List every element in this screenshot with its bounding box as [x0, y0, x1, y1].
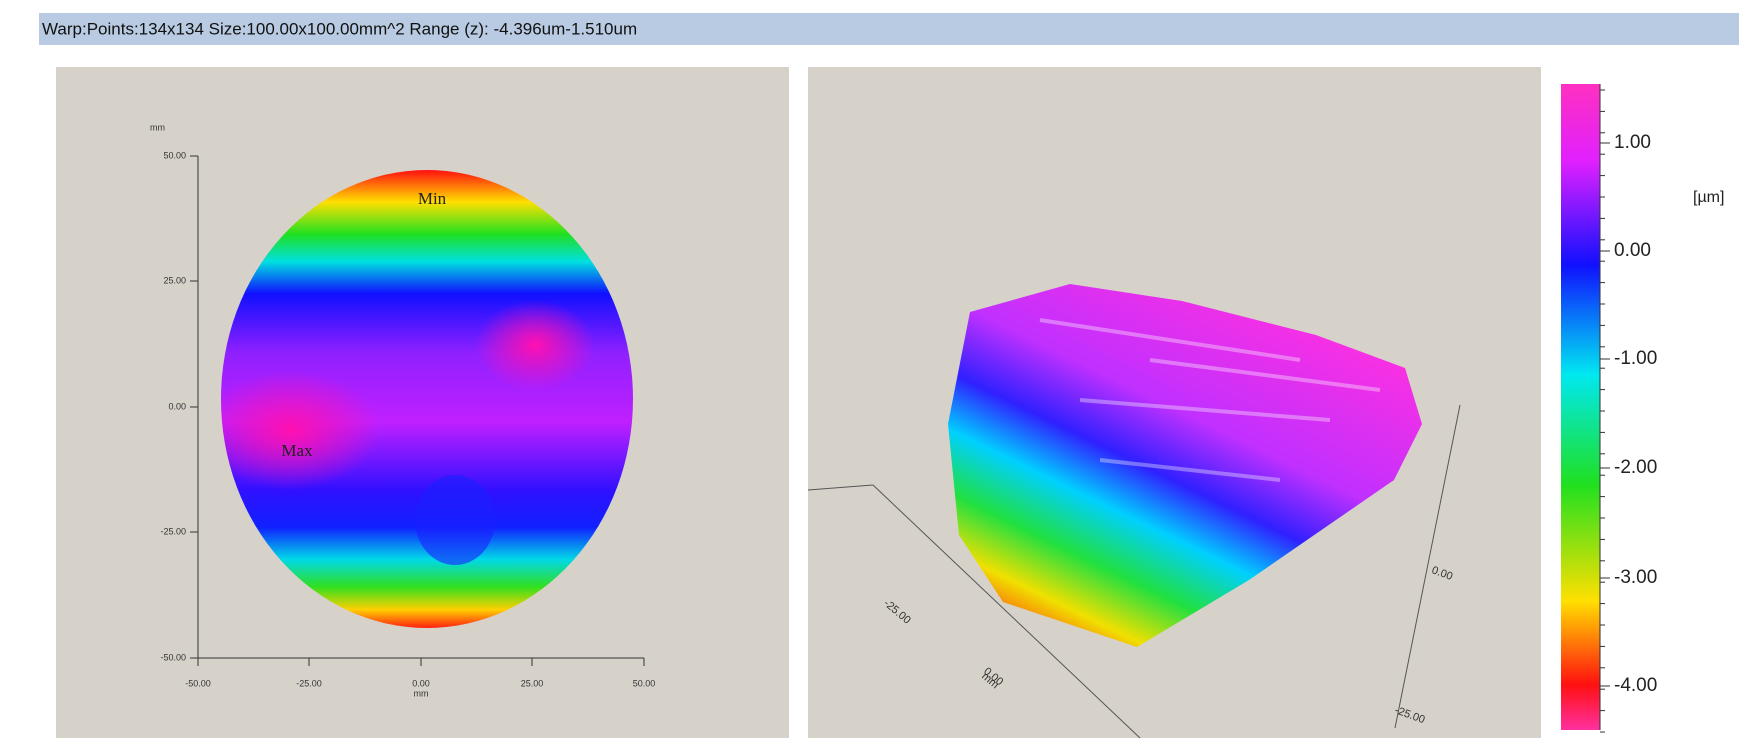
y-tick-label: -25.00 [160, 526, 186, 536]
colorbar-tick-label: -1.00 [1614, 348, 1657, 369]
wafer-map [221, 170, 633, 628]
y-tick-label: 50.00 [163, 150, 186, 160]
low-spot [415, 475, 495, 565]
colorbar-tick-label: 1.00 [1614, 132, 1651, 153]
y-tick-label: 0.00 [168, 401, 186, 411]
colorbar-tick-label: -4.00 [1614, 675, 1657, 696]
x-tick-label: 0.00 [412, 678, 430, 688]
hot-spot [475, 300, 595, 390]
surface-3d [948, 284, 1422, 647]
min-label: Min [418, 189, 447, 208]
colorbar-unit: [µm] [1693, 189, 1724, 206]
colorbar-tick-label: 0.00 [1614, 240, 1651, 261]
surface-highlight [1039, 318, 1381, 482]
y-unit: mm [150, 122, 165, 132]
y-tick-label: -50.00 [160, 652, 186, 662]
header-bar [39, 13, 1739, 45]
axis-3d [872, 484, 1141, 738]
hot-spot [221, 370, 380, 490]
x-unit: mm [414, 688, 429, 698]
x-tick-label: 25.00 [521, 678, 544, 688]
colorbar [1561, 84, 1600, 730]
x-tick-label: 50.00 [633, 678, 656, 688]
colorbar-tick-label: -2.00 [1614, 457, 1657, 478]
x-tick-label: -25.00 [296, 678, 322, 688]
header-title: Warp:Points:134x134 Size:100.00x100.00mm… [42, 19, 637, 38]
axis-3d [807, 484, 874, 491]
axis-3d [1394, 404, 1461, 729]
colorbar-tick-label: -3.00 [1614, 567, 1657, 588]
x-tick-label: -50.00 [185, 678, 211, 688]
max-label: Max [281, 441, 313, 460]
y-tick-label: 25.00 [163, 275, 186, 285]
